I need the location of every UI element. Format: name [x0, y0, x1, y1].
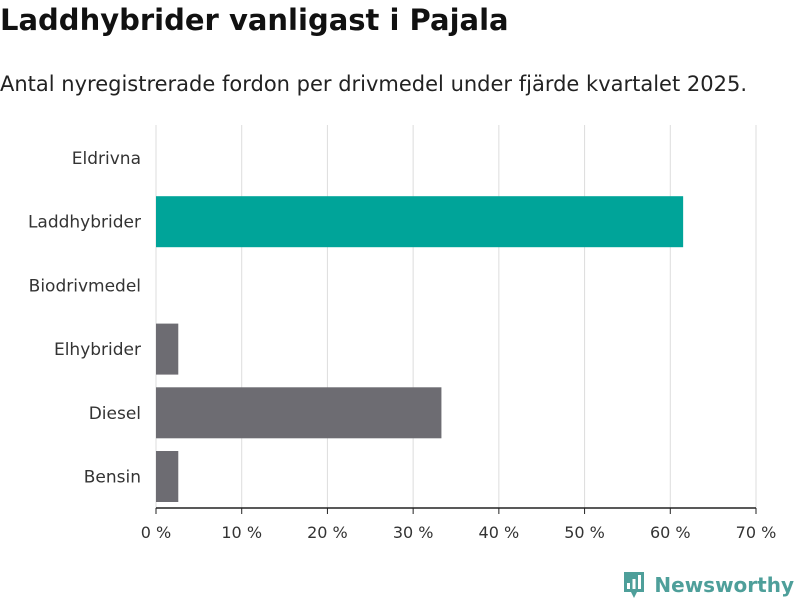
newsworthy-logo-icon	[624, 572, 645, 598]
bar-diesel	[156, 387, 442, 439]
x-tick-label: 60 %	[650, 523, 691, 542]
category-label: Biodrivmedel	[29, 276, 141, 296]
chart-title: Laddhybrider vanligast i Pajala	[0, 3, 509, 37]
x-tick-label: 0 %	[141, 523, 171, 542]
category-label: Eldrivna	[72, 149, 141, 169]
x-axis: 0 % 10 % 20 % 30 % 40 % 50 % 60 % 70 %	[141, 507, 777, 542]
bar-elhybrider	[156, 323, 179, 375]
brand-name: Newsworthy	[654, 573, 794, 597]
x-tick-label: 20 %	[307, 523, 348, 542]
x-tick-label: 40 %	[479, 523, 520, 542]
category-label: Elhybrider	[54, 340, 141, 360]
x-tick-label: 10 %	[221, 523, 262, 542]
brand-logo: Newsworthy	[622, 570, 794, 600]
bar-chart: 0 % 10 % 20 % 30 % 40 % 50 % 60 % 70 % Eldrivna…	[28, 125, 777, 542]
x-tick-label: 50 %	[564, 523, 605, 542]
category-label: Bensin	[84, 468, 141, 488]
category-labels: Eldrivna Laddhybrider Biodrivmedel Elhybrid…	[28, 149, 141, 488]
bar-laddhybrider	[156, 196, 684, 248]
x-tick-label: 30 %	[393, 523, 434, 542]
bars	[156, 196, 684, 502]
bar-bensin	[156, 451, 179, 502]
chart-subtitle: Antal nyregistrerade fordon per drivmede…	[0, 72, 748, 96]
category-label: Laddhybrider	[28, 213, 141, 233]
grid-lines	[155, 125, 757, 508]
category-label: Diesel	[89, 404, 141, 424]
x-tick-label: 70 %	[736, 523, 777, 542]
